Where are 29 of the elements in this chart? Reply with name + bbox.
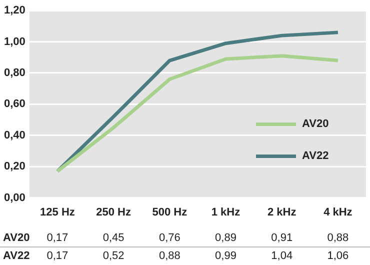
data-label: 0,17 xyxy=(46,250,68,262)
y-tick-label: 0,00 xyxy=(4,192,26,204)
text: AV22 xyxy=(3,250,30,262)
y-tick-label: 0,60 xyxy=(4,98,26,110)
data-label: 0,99 xyxy=(215,250,236,262)
data-label: 0,52 xyxy=(102,250,124,262)
x-tick-label: 250 Hz xyxy=(96,206,132,218)
y-tick-label: 0,20 xyxy=(4,160,26,173)
y-tick-label: 0,40 xyxy=(4,129,26,142)
y-tick-label: 0,80 xyxy=(4,67,26,80)
data-label: 0,88 xyxy=(158,250,180,262)
x-tick-label: 125 Hz xyxy=(40,206,76,218)
data-label: 0,45 xyxy=(102,232,124,244)
data-label: 1,06 xyxy=(327,250,349,262)
y-tick-label: 1,20 xyxy=(4,4,26,17)
data-label: 0,91 xyxy=(271,232,293,244)
x-tick-label: 500 Hz xyxy=(152,206,188,218)
y-tick-label: 1,00 xyxy=(4,36,26,48)
x-tick-label: 4 kHz xyxy=(324,206,353,218)
legend-label: AV22 xyxy=(302,150,329,162)
data-label: 0,76 xyxy=(158,232,180,244)
data-label: 0,89 xyxy=(215,232,236,244)
text: AV20 xyxy=(3,232,30,244)
x-tick-label: 2 kHz xyxy=(267,206,297,218)
x-tick-label: 1 kHz xyxy=(211,206,241,218)
legend-label: AV20 xyxy=(302,118,329,130)
data-label: 0,88 xyxy=(327,232,349,244)
data-label: 0,17 xyxy=(46,232,68,244)
data-label: 1,04 xyxy=(271,250,293,262)
